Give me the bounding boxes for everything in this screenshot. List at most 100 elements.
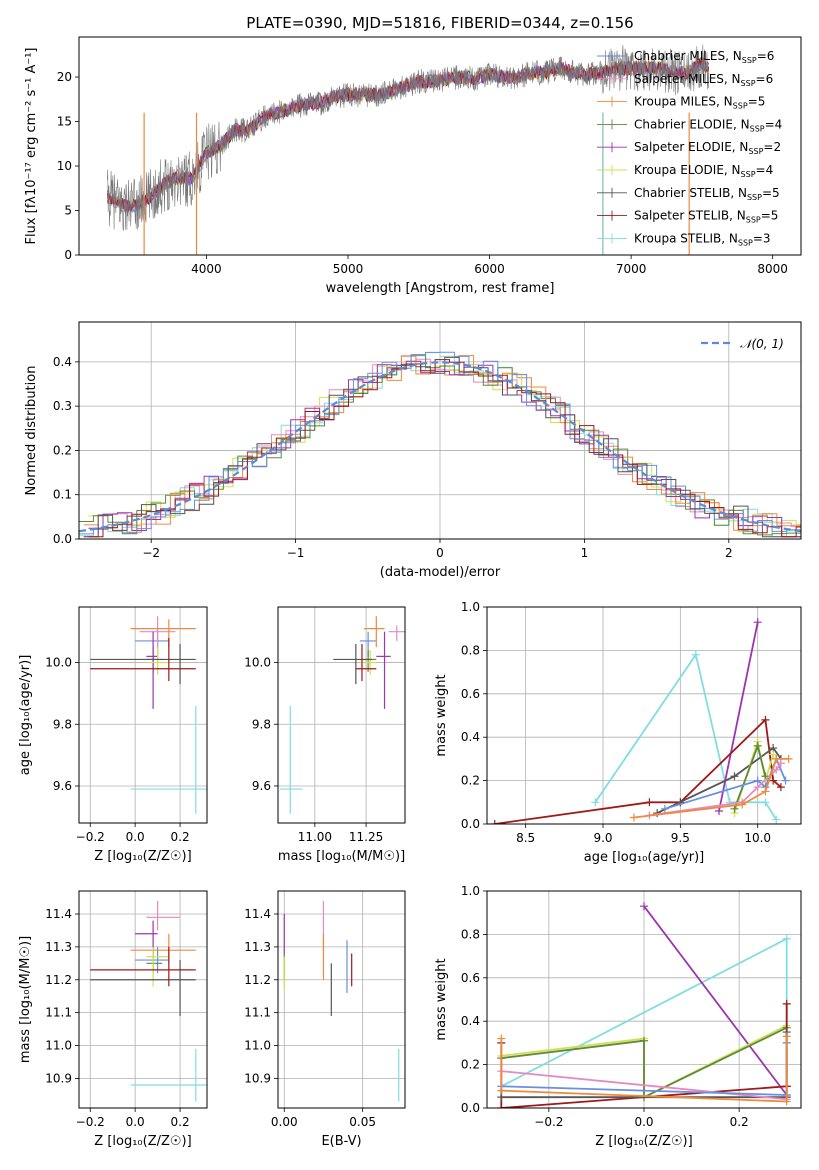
x-tick-label: 0.2 bbox=[171, 1115, 190, 1129]
y-axis-label: mass weight bbox=[434, 674, 449, 756]
observed-spectrum bbox=[107, 44, 709, 231]
age-vs-mass-panel: 11.00 11.25 9.6 9.8 10.0 mass [log₁₀(M/M☉)] bbox=[244, 606, 406, 864]
point-kroupa-stelib bbox=[280, 705, 303, 814]
y-tick-label: 0.6 bbox=[461, 687, 480, 701]
point-salpeter-elodie bbox=[376, 631, 391, 709]
point-marker bbox=[761, 787, 770, 796]
point-chabrier-stelib bbox=[90, 960, 196, 1016]
y-tick-label: 5 bbox=[64, 204, 72, 218]
spectrum-plot-area bbox=[106, 44, 710, 255]
point-marker bbox=[753, 783, 762, 792]
weight-vs-Z-plot-area bbox=[497, 902, 791, 1108]
y-tick-label: 0.2 bbox=[53, 443, 72, 457]
point-marker bbox=[660, 804, 669, 813]
y-tick-label: 1.0 bbox=[461, 600, 480, 614]
legend-entry-normal: 𝒩(0, 1) bbox=[740, 337, 784, 351]
point-marker bbox=[782, 1032, 791, 1041]
y-tick-label: 9.6 bbox=[252, 779, 271, 793]
y-tick-label: 11.3 bbox=[244, 940, 271, 954]
x-axis-label: Z [log₁₀(Z/Z☉)] bbox=[94, 1134, 191, 1149]
y-tick-label: 0.6 bbox=[461, 971, 480, 985]
y-tick-label: 11.1 bbox=[45, 1006, 72, 1020]
x-tick-label: 11.00 bbox=[298, 830, 332, 844]
y-tick-label: 0.3 bbox=[53, 399, 72, 413]
x-tick-label: 8000 bbox=[757, 262, 788, 276]
point-kroupa-elodie bbox=[146, 647, 169, 675]
y-tick-label: 0.8 bbox=[461, 927, 480, 941]
y-tick-label: 10.9 bbox=[45, 1071, 72, 1085]
point-marker bbox=[782, 1097, 791, 1106]
y-axis-label: mass weight bbox=[434, 958, 449, 1040]
y-tick-label: 11.1 bbox=[244, 1006, 271, 1020]
point-marker bbox=[629, 813, 638, 822]
x-tick-label: 8.5 bbox=[516, 831, 535, 845]
x-tick-label: 7000 bbox=[616, 262, 647, 276]
weight-vs-age-plot-area bbox=[490, 618, 793, 824]
point-chabrier-stelib bbox=[90, 644, 196, 685]
x-tick-label: 4000 bbox=[191, 262, 222, 276]
point-salpeter-stelib bbox=[355, 644, 377, 682]
y-tick-label: 0.4 bbox=[461, 1014, 480, 1028]
point-marker bbox=[772, 754, 781, 763]
mass-vs-Z-panel: −0.2 0.0 0.2 10.9 11.0 11.1 11.2 11.3 11.4 Z [log… bbox=[18, 890, 208, 1149]
axes-frame bbox=[486, 606, 802, 825]
y-tick-label: 9.8 bbox=[53, 717, 72, 731]
y-tick-label: 9.8 bbox=[252, 717, 271, 731]
series-salpeter-stelib bbox=[490, 715, 785, 824]
point-salpeter-stelib bbox=[90, 946, 196, 987]
x-tick-label: 0.0 bbox=[126, 830, 145, 844]
axes-frame bbox=[78, 321, 802, 540]
point-marker bbox=[772, 815, 781, 824]
legend-entry-chabrier-stelib: Chabrier STELIB, NSSP=5 bbox=[634, 186, 780, 202]
y-tick-label: 10.0 bbox=[244, 656, 271, 670]
point-kroupa-miles bbox=[130, 933, 196, 964]
y-tick-label: 0.4 bbox=[461, 730, 480, 744]
point-salpeter-miles bbox=[139, 616, 176, 648]
point-marker bbox=[769, 776, 778, 785]
x-tick-label: 0.2 bbox=[171, 830, 190, 844]
y-tick-label: 11.0 bbox=[45, 1039, 72, 1053]
x-axis-label: (data-model)/error bbox=[380, 565, 501, 580]
spectrum-panel: 4000 5000 6000 7000 8000 0 5 10 15 20 wavelength [… bbox=[24, 14, 802, 296]
point-kroupa-stelib bbox=[130, 1048, 207, 1102]
x-tick-label: 0.05 bbox=[349, 1115, 376, 1129]
point-salpeter-elodie bbox=[146, 631, 158, 709]
point-kroupa-miles bbox=[130, 619, 196, 648]
legend-entry-kroupa-stelib: Kroupa STELIB, NSSP=3 bbox=[634, 231, 771, 247]
point-marker bbox=[730, 772, 739, 781]
y-tick-label: 0.4 bbox=[53, 355, 72, 369]
x-tick-label: −0.2 bbox=[76, 830, 105, 844]
axes-frame bbox=[486, 890, 802, 1109]
y-tick-label: 10.9 bbox=[244, 1071, 271, 1085]
point-marker bbox=[640, 902, 648, 911]
spectrum-legend: Chabrier MILES, NSSP=6 Salpeter MILES, NS… bbox=[597, 49, 782, 247]
y-tick-label: 0.8 bbox=[461, 643, 480, 657]
legend-entry-salpeter-miles: Salpeter MILES, NSSP=6 bbox=[634, 72, 773, 88]
x-tick-label: 0.2 bbox=[730, 1115, 749, 1129]
point-marker bbox=[769, 750, 778, 759]
y-tick-label: 0.2 bbox=[461, 774, 480, 788]
x-tick-label: −1 bbox=[287, 546, 305, 560]
point-kroupa-stelib bbox=[130, 705, 207, 814]
point-salpeter-miles bbox=[388, 625, 405, 641]
point-marker bbox=[784, 754, 793, 763]
series-kroupa-stelib bbox=[591, 650, 781, 824]
point-marker bbox=[490, 820, 499, 824]
y-tick-label: 20 bbox=[57, 70, 72, 84]
legend-entry-kroupa-elodie: Kroupa ELODIE, NSSP=4 bbox=[634, 163, 773, 179]
point-marker bbox=[753, 741, 762, 750]
y-tick-label: 11.2 bbox=[244, 973, 271, 987]
series-salpeter-elodie bbox=[715, 618, 762, 815]
point-marker bbox=[715, 806, 724, 815]
point-marker bbox=[725, 798, 734, 807]
y-tick-label: 11.2 bbox=[45, 973, 72, 987]
histogram-chabrier-elodie bbox=[79, 354, 801, 536]
axes-frame bbox=[78, 890, 208, 1109]
chart-title: PLATE=0390, MJD=51816, FIBERID=0344, z=0… bbox=[246, 14, 633, 32]
point-chabrier-stelib bbox=[333, 644, 373, 685]
y-axis-label: age [log₁₀(age/yr)] bbox=[18, 655, 33, 776]
x-tick-label: 9.5 bbox=[671, 831, 690, 845]
x-tick-label: 2 bbox=[725, 546, 733, 560]
point-marker bbox=[782, 999, 791, 1008]
y-tick-label: 0.0 bbox=[53, 532, 72, 546]
